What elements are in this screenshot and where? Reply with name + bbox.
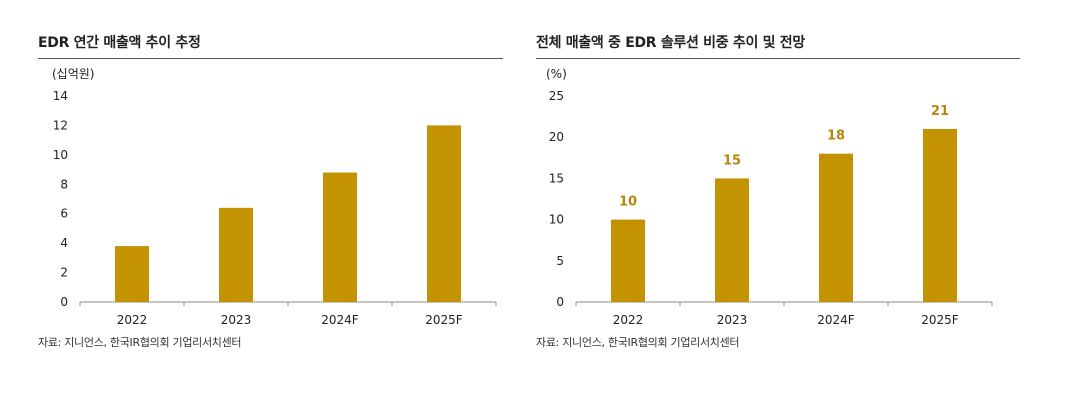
bar <box>219 207 253 302</box>
source-note: 자료: 지니언스, 한국IR협의회 기업리서치센터 <box>38 336 242 349</box>
title-divider <box>536 58 1020 59</box>
data-label: 21 <box>931 104 949 119</box>
data-label: 18 <box>827 129 845 144</box>
x-tick-label: 2022 <box>613 313 644 327</box>
revenue-bar-chart: (십억원) 0 2 4 6 8 10 12 14 2022 2023 2024F 2025F <box>52 67 497 327</box>
x-tick-label: 2024F <box>321 313 359 327</box>
bar <box>923 128 957 302</box>
y-tick-label: 25 <box>549 89 564 103</box>
y-tick-label: 6 <box>60 207 68 221</box>
y-tick-label: 15 <box>549 171 564 185</box>
y-axis-unit-label: (%) <box>546 67 567 81</box>
x-tick-label: 2023 <box>717 313 748 327</box>
revenue-chart-panel: EDR 연간 매출액 추이 추정 (십억원) 0 2 4 6 8 10 12 14 2022 202… <box>0 0 520 402</box>
y-tick-label: 2 <box>60 266 68 280</box>
y-tick-label: 20 <box>549 130 564 144</box>
data-label: 15 <box>723 153 741 168</box>
y-tick-label: 0 <box>60 295 68 309</box>
y-tick-label: 5 <box>556 254 564 268</box>
bar <box>819 153 853 302</box>
chart-title: 전체 매출액 중 EDR 솔루션 비중 추이 및 전망 <box>536 35 805 51</box>
bar <box>715 178 749 302</box>
chart-title: EDR 연간 매출액 추이 추정 <box>38 35 201 51</box>
y-tick-label: 10 <box>549 213 564 227</box>
data-label: 10 <box>619 195 637 210</box>
x-tick-label: 2025F <box>921 313 959 327</box>
y-tick-label: 0 <box>556 295 564 309</box>
x-tick-label: 2022 <box>117 313 148 327</box>
y-tick-label: 4 <box>60 236 68 250</box>
y-axis-unit-label: (십억원) <box>52 67 94 81</box>
y-tick-label: 14 <box>53 89 68 103</box>
source-note: 자료: 지니언스, 한국IR협의회 기업리서치센터 <box>536 336 740 349</box>
y-tick-label: 10 <box>53 148 68 162</box>
y-tick-label: 8 <box>60 177 68 191</box>
edr-share-chart-panel: 전체 매출액 중 EDR 솔루션 비중 추이 및 전망 (%) 0 5 10 15 20 2… <box>520 0 1075 402</box>
y-tick-label: 12 <box>53 118 68 132</box>
edr-share-bar-chart: (%) 0 5 10 15 20 25 2022 10 2023 15 2024F 18 2025F 21 <box>546 67 993 327</box>
x-tick-label: 2025F <box>425 313 463 327</box>
bar <box>611 219 645 302</box>
x-tick-label: 2023 <box>221 313 252 327</box>
title-divider <box>38 58 503 59</box>
bar <box>323 172 357 302</box>
x-tick-label: 2024F <box>817 313 855 327</box>
bar <box>427 125 461 302</box>
bar <box>115 246 149 302</box>
